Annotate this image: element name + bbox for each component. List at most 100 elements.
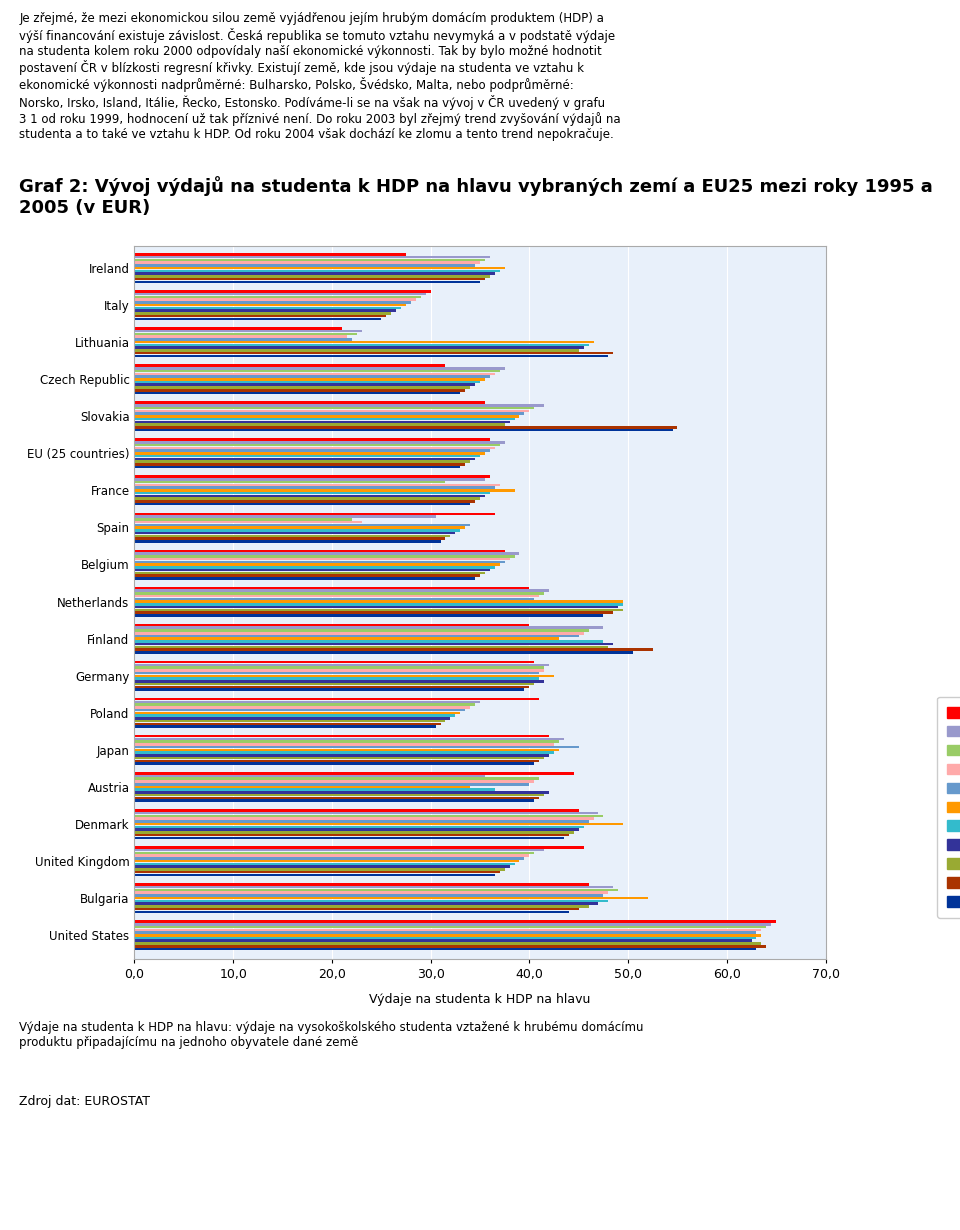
Bar (134, 651, 633, 653)
Bar (134, 809, 579, 812)
Bar (134, 429, 673, 432)
Bar (134, 460, 470, 462)
Bar (134, 820, 588, 823)
Bar (134, 381, 480, 384)
Bar (134, 937, 756, 940)
Bar (134, 606, 618, 609)
Bar (134, 306, 401, 309)
Bar (134, 817, 593, 820)
Bar (134, 851, 535, 854)
Bar (134, 267, 505, 269)
Bar (134, 412, 524, 415)
Bar (134, 760, 540, 763)
Bar (134, 637, 559, 640)
Bar (134, 375, 490, 378)
Bar (134, 446, 494, 449)
X-axis label: Výdaje na studenta k HDP na hlavu: Výdaje na studenta k HDP na hlavu (370, 993, 590, 1006)
Bar (134, 442, 505, 444)
Bar (134, 347, 584, 349)
Bar (134, 834, 569, 836)
Bar (134, 934, 761, 936)
Bar (134, 261, 480, 264)
Bar (134, 772, 574, 775)
Bar (134, 678, 540, 680)
Bar (134, 464, 466, 466)
Bar (134, 685, 529, 688)
Bar (134, 317, 381, 320)
Bar (134, 535, 450, 538)
Bar (134, 520, 362, 523)
Bar (134, 486, 494, 490)
Bar (134, 836, 564, 839)
Bar (134, 720, 445, 722)
Bar (134, 736, 549, 738)
Bar (134, 598, 535, 600)
Bar (134, 860, 519, 862)
Bar (134, 786, 470, 788)
Bar (134, 609, 623, 611)
Bar (134, 449, 490, 451)
Bar (134, 825, 584, 828)
Bar (134, 795, 544, 797)
Bar (134, 726, 436, 728)
Bar (134, 862, 515, 865)
Bar (134, 600, 623, 603)
Bar (134, 370, 500, 373)
Bar (134, 336, 347, 338)
Bar (134, 455, 480, 458)
Bar (134, 483, 500, 486)
Bar (134, 871, 500, 873)
Bar (134, 908, 579, 910)
Text: Je zřejmé, že mezi ekonomickou silou země vyjádřenou jejím hrubým domácím produk: Je zřejmé, že mezi ekonomickou silou zem… (19, 12, 621, 141)
Bar (134, 494, 485, 497)
Bar (134, 310, 396, 312)
Bar (134, 903, 598, 905)
Bar (134, 312, 391, 315)
Legend: 2005, 2004, 2003, 2002, 2001, 2000, 1999, 1998, 1997, 1996, 1995: 2005, 2004, 2003, 2002, 2001, 2000, 1999… (937, 697, 960, 918)
Bar (134, 304, 406, 306)
Bar (134, 905, 588, 908)
Bar (134, 823, 623, 825)
Bar (134, 945, 766, 947)
Bar (134, 538, 445, 540)
Bar (134, 740, 559, 743)
Bar (134, 674, 554, 677)
Bar (134, 889, 618, 892)
Bar (134, 349, 579, 352)
Bar (134, 791, 549, 793)
Bar (134, 749, 559, 752)
Bar (134, 272, 494, 274)
Bar (134, 635, 579, 637)
Bar (134, 777, 540, 780)
Bar (134, 689, 524, 691)
Bar (134, 717, 450, 720)
Bar (134, 389, 466, 391)
Bar (134, 407, 535, 410)
Bar (134, 846, 584, 849)
Bar (134, 814, 604, 817)
Bar (134, 587, 529, 589)
Bar (134, 756, 544, 759)
Bar (134, 697, 540, 700)
Bar (134, 458, 475, 460)
Bar (134, 752, 554, 754)
Bar (134, 438, 490, 440)
Bar (134, 788, 494, 791)
Bar (134, 492, 490, 494)
Bar (134, 354, 609, 357)
Bar (134, 897, 648, 899)
Bar (134, 661, 535, 663)
Bar (134, 550, 505, 552)
Bar (134, 743, 554, 745)
Bar (134, 883, 588, 886)
Bar (134, 763, 535, 765)
Bar (134, 624, 529, 626)
Bar (134, 481, 445, 483)
Bar (134, 327, 342, 330)
Bar (134, 669, 544, 672)
Bar (134, 561, 505, 563)
Bar (134, 683, 535, 685)
Bar (134, 672, 540, 674)
Bar (134, 797, 540, 800)
Bar (134, 704, 475, 706)
